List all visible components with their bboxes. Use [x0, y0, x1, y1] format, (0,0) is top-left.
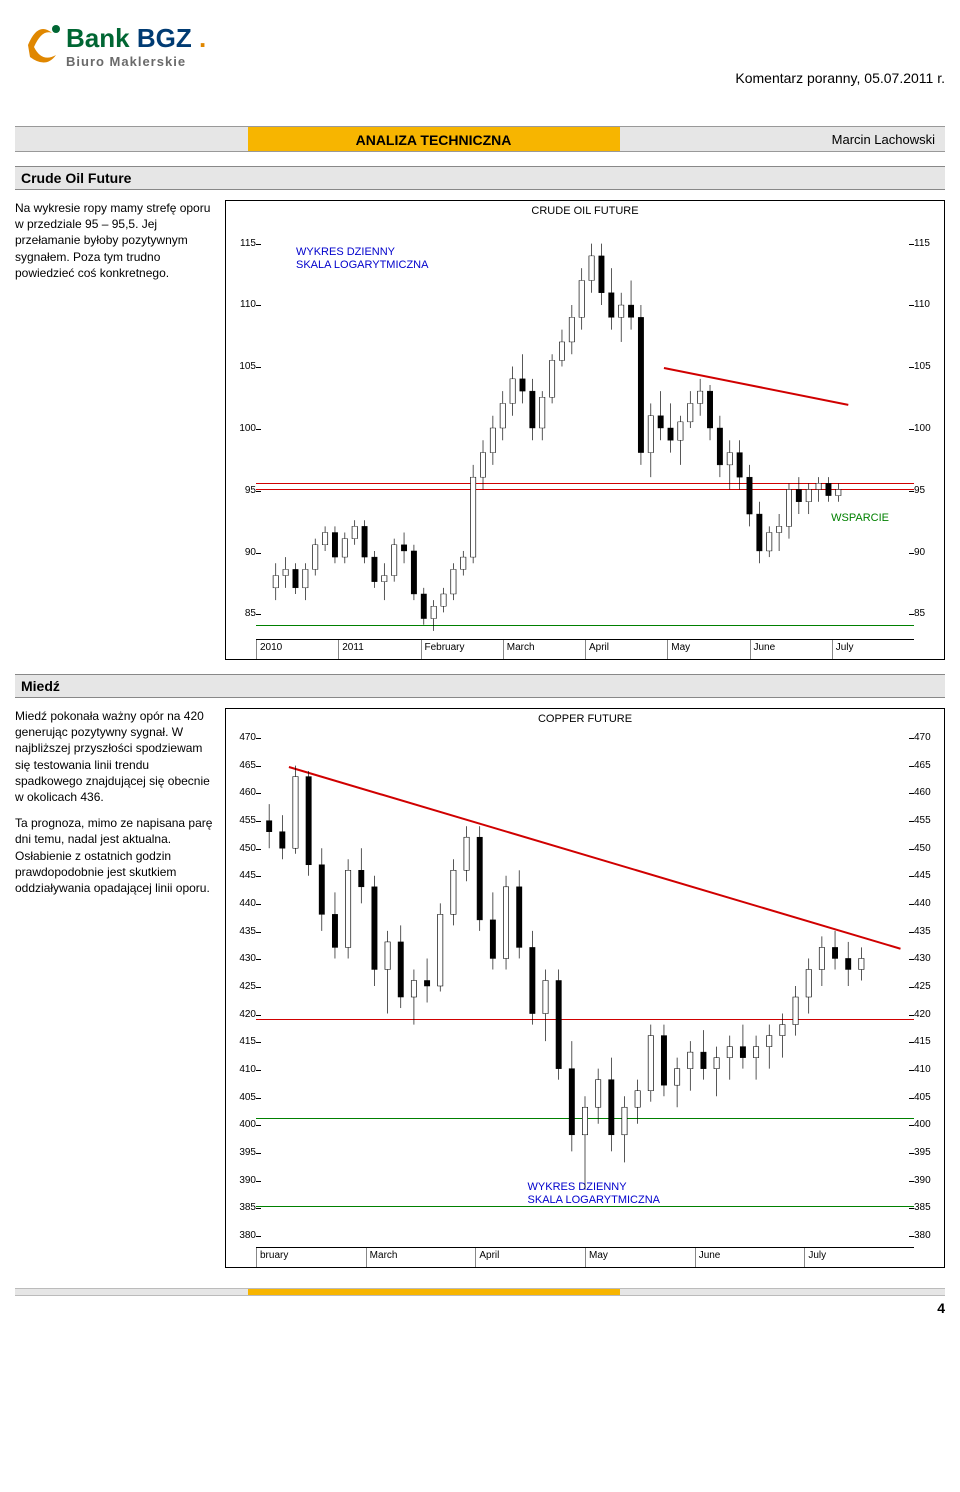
candlestick-series: [256, 727, 914, 1245]
date-line: Komentarz poranny, 05.07.2011 r.: [735, 70, 945, 86]
y-tick: 465: [914, 760, 942, 771]
section1-heading: Crude Oil Future: [15, 166, 945, 190]
y-tick: 410: [914, 1064, 942, 1075]
logo-dot-icon: .: [199, 23, 206, 53]
y-tick: 460: [914, 787, 942, 798]
y-tick: 465: [228, 760, 256, 771]
y-tick: 395: [914, 1147, 942, 1158]
header-area: Bank BGZ . Biuro Maklerskie Komentarz po…: [15, 10, 945, 120]
x-tick: June: [695, 1248, 805, 1267]
y-tick: 425: [228, 981, 256, 992]
x-tick: 2010: [256, 640, 338, 659]
y-tick: 85: [914, 608, 942, 619]
y-tick: 405: [914, 1092, 942, 1103]
y-tick: 95: [228, 485, 256, 496]
y-tick: 85: [228, 608, 256, 619]
footer-stripe: [15, 1288, 945, 1296]
y-tick: 100: [914, 423, 942, 434]
y-tick: 110: [228, 299, 256, 310]
x-tick: June: [750, 640, 832, 659]
x-tick: July: [832, 640, 914, 659]
y-tick: 390: [914, 1175, 942, 1186]
section1-commentary: Na wykresie ropy mamy strefę oporu w prz…: [15, 200, 215, 660]
y-tick: 445: [914, 870, 942, 881]
commentary-p: Miedź pokonała ważny opór na 420 generuj…: [15, 708, 215, 805]
y-tick: 405: [228, 1092, 256, 1103]
y-tick: 435: [228, 926, 256, 937]
y-tick: 105: [914, 361, 942, 372]
y-tick: 430: [914, 953, 942, 964]
y-tick: 415: [914, 1036, 942, 1047]
y-tick: 110: [914, 299, 942, 310]
y-tick: 385: [228, 1202, 256, 1213]
y-tick: 380: [914, 1230, 942, 1241]
y-tick: 450: [914, 843, 942, 854]
chart-title: CRUDE OIL FUTURE: [531, 205, 638, 217]
y-tick: 470: [228, 732, 256, 743]
commentary-p: Ta prognoza, mimo ze napisana parę dni t…: [15, 815, 215, 896]
y-tick: 460: [228, 787, 256, 798]
y-tick: 420: [914, 1009, 942, 1020]
section2-commentary: Miedź pokonała ważny opór na 420 generuj…: [15, 708, 215, 1268]
y-tick: 400: [914, 1119, 942, 1130]
y-tick: 385: [914, 1202, 942, 1213]
y-tick: 90: [228, 547, 256, 558]
y-tick: 380: [228, 1230, 256, 1241]
x-tick: March: [503, 640, 585, 659]
x-tick: February: [421, 640, 503, 659]
y-tick: 450: [228, 843, 256, 854]
y-tick: 395: [228, 1147, 256, 1158]
section2-heading: Miedź: [15, 674, 945, 698]
y-tick: 400: [228, 1119, 256, 1130]
y-tick: 455: [228, 815, 256, 826]
y-tick: 115: [914, 238, 942, 249]
candlestick-series: [256, 219, 914, 637]
y-tick: 440: [228, 898, 256, 909]
x-tick: April: [475, 1248, 585, 1267]
logo: Bank BGZ . Biuro Maklerskie: [20, 15, 250, 80]
y-tick: 105: [228, 361, 256, 372]
y-tick: 445: [228, 870, 256, 881]
y-tick: 100: [228, 423, 256, 434]
y-tick: 435: [914, 926, 942, 937]
page-title: ANALIZA TECHNICZNA: [248, 127, 620, 151]
y-tick: 390: [228, 1175, 256, 1186]
crude-oil-chart: CRUDE OIL FUTURE WYKRES DZIENNYSKALA LOG…: [225, 200, 945, 660]
x-tick: March: [366, 1248, 476, 1267]
y-tick: 440: [914, 898, 942, 909]
chart-title: COPPER FUTURE: [538, 713, 632, 725]
author: Marcin Lachowski: [620, 127, 946, 151]
y-tick: 95: [914, 485, 942, 496]
y-tick: 415: [228, 1036, 256, 1047]
logo-brand: Bank BGZ: [66, 23, 199, 53]
page-number: 4: [15, 1300, 945, 1316]
x-tick: May: [667, 640, 749, 659]
y-tick: 425: [914, 981, 942, 992]
commentary-p: Na wykresie ropy mamy strefę oporu w prz…: [15, 200, 215, 281]
y-tick: 410: [228, 1064, 256, 1075]
y-tick: 455: [914, 815, 942, 826]
y-tick: 115: [228, 238, 256, 249]
y-tick: 430: [228, 953, 256, 964]
title-bar: ANALIZA TECHNICZNA Marcin Lachowski: [15, 126, 945, 152]
x-tick: April: [585, 640, 667, 659]
y-tick: 90: [914, 547, 942, 558]
y-tick: 470: [914, 732, 942, 743]
x-tick: May: [585, 1248, 695, 1267]
copper-chart: COPPER FUTURE WYKRES DZIENNYSKALA LOGARY…: [225, 708, 945, 1268]
x-tick: July: [804, 1248, 914, 1267]
y-tick: 420: [228, 1009, 256, 1020]
logo-subtitle: Biuro Maklerskie: [66, 54, 206, 69]
x-tick: bruary: [256, 1248, 366, 1267]
x-tick: 2011: [338, 640, 420, 659]
